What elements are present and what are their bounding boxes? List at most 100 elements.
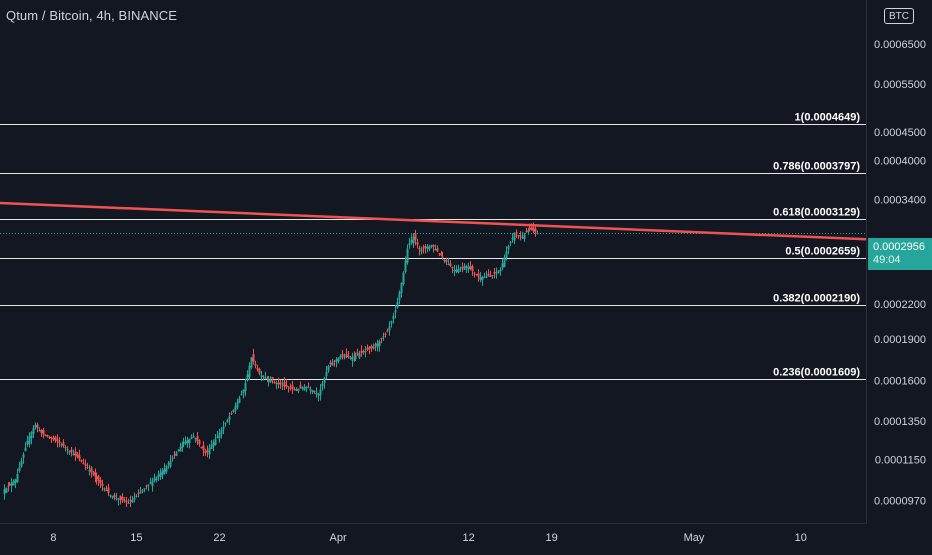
candle-body — [475, 274, 478, 276]
candle-body — [165, 466, 168, 472]
chart-title: Qtum / Bitcoin, 4h, BINANCE — [6, 8, 178, 23]
candle-body — [264, 377, 267, 379]
candle-body — [503, 257, 506, 267]
trendline[interactable] — [0, 201, 867, 241]
candle-body — [404, 260, 407, 272]
candle-body — [536, 233, 539, 235]
candle-body — [337, 357, 340, 362]
candle-body — [212, 442, 215, 447]
candle-body — [18, 467, 21, 471]
candle-body — [236, 402, 239, 408]
candle-body — [242, 389, 245, 394]
candle-body — [224, 423, 227, 425]
candle-body — [534, 228, 537, 233]
candle-body — [115, 498, 118, 500]
candle-body — [220, 429, 223, 434]
candle-body — [275, 383, 278, 385]
candle-body — [133, 497, 136, 500]
candle-body — [414, 233, 417, 240]
candle-body — [487, 273, 490, 277]
candle-body — [7, 485, 10, 487]
time-axis-tick-label: 10 — [795, 532, 807, 544]
candle-body — [273, 382, 276, 384]
candle-body — [28, 436, 31, 444]
time-axis: 8 15 22 Apr 12 19 May 10 — [50, 532, 807, 544]
candle-body — [238, 398, 241, 403]
price-axis-tick-label: 0.0001350 — [874, 416, 926, 428]
candle-body — [335, 359, 338, 362]
candle-body — [234, 406, 237, 411]
candle-body — [107, 487, 110, 493]
candle-body — [230, 413, 233, 415]
candle-body — [515, 232, 518, 235]
candle-body — [159, 472, 162, 478]
candle-body — [141, 490, 144, 492]
candle-body — [341, 353, 344, 357]
candle-body — [505, 251, 508, 258]
candle-body — [101, 483, 104, 486]
price-axis-tick-label: 0.0003400 — [874, 194, 926, 206]
candle-body — [507, 246, 510, 250]
candle-body — [491, 275, 494, 277]
fib-label: 1(0.0004649) — [795, 112, 861, 124]
candle-body — [80, 460, 83, 462]
candle-body — [210, 445, 213, 449]
currency-badge[interactable]: BTC — [884, 8, 914, 24]
candle-body — [271, 377, 274, 382]
candle-body — [327, 365, 330, 371]
candle-body — [457, 268, 460, 273]
candle-body — [123, 500, 126, 502]
candle-body — [319, 389, 322, 396]
candle-body — [323, 377, 326, 383]
candle-body — [299, 385, 302, 389]
candle-body — [157, 474, 160, 477]
candle-body — [279, 382, 282, 385]
candle-body — [20, 460, 23, 467]
candle-body — [497, 270, 500, 273]
candle-body — [66, 449, 69, 451]
candle-body — [16, 474, 19, 482]
candle-body — [74, 451, 77, 456]
price-axis-tick-label: 0.0002200 — [874, 299, 926, 311]
candle-body — [463, 266, 466, 270]
candle-body — [248, 366, 251, 378]
candle-body — [495, 272, 498, 274]
candle-body — [173, 454, 176, 456]
candle-body — [521, 237, 524, 239]
candle-body — [113, 494, 116, 498]
candle-body — [364, 351, 367, 353]
candle-body — [362, 351, 365, 353]
candle-body — [246, 374, 249, 381]
candle-body — [169, 460, 172, 467]
candle-body — [252, 354, 255, 362]
candle-body — [511, 238, 514, 240]
candle-body — [84, 464, 87, 466]
candle-body — [194, 438, 197, 440]
price-axis-tick-label: 0.0006500 — [874, 39, 926, 51]
candle-body — [339, 356, 342, 359]
candle-body — [289, 387, 292, 389]
candle-body — [3, 489, 6, 494]
candle-body — [32, 428, 35, 434]
candle-body — [56, 439, 59, 442]
candle-body — [82, 463, 85, 465]
candle-body — [317, 394, 320, 396]
candle-body — [384, 333, 387, 335]
candle-body — [88, 470, 91, 472]
candle-body — [117, 498, 120, 500]
candle-body — [418, 248, 421, 250]
candle-body — [301, 387, 304, 389]
time-axis-tick-label: Apr — [330, 532, 347, 544]
bar-countdown: 49:04 — [873, 254, 901, 266]
candle-body — [398, 292, 401, 301]
candle-body — [198, 440, 201, 445]
candle-body — [58, 441, 61, 443]
current-price-value: 0.0002956 — [873, 241, 925, 253]
candle-body — [256, 367, 259, 370]
candle-body — [129, 500, 132, 502]
time-axis-tick-label: 8 — [50, 532, 56, 544]
candle-body — [483, 276, 486, 278]
candle-body — [368, 346, 371, 349]
